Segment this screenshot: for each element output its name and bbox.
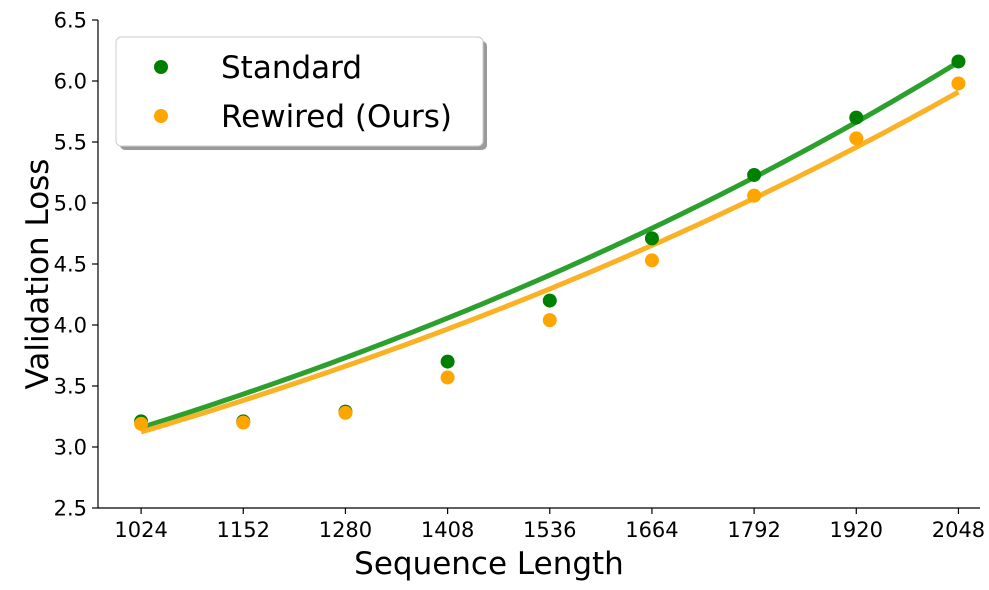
data-point-series-1 xyxy=(338,405,353,420)
x-tick-label: 1280 xyxy=(319,518,372,542)
x-tick-label: 1920 xyxy=(830,518,883,542)
data-point-series-1 xyxy=(849,131,864,146)
x-tick-label: 2048 xyxy=(932,518,985,542)
legend-label-series-0: Standard xyxy=(221,50,362,86)
x-axis-label: Sequence Length xyxy=(354,546,624,582)
y-tick-label: 2.5 xyxy=(54,497,87,521)
y-tick-label: 6.0 xyxy=(54,70,87,94)
y-ticks: 2.5 3.0 3.5 4.0 4.5 5.0 5.5 6.0 6.5 xyxy=(54,9,98,521)
legend-label-series-1: Rewired (Ours) xyxy=(221,99,452,135)
data-point-series-0 xyxy=(951,54,966,69)
legend: Standard Rewired (Ours) xyxy=(115,36,487,150)
legend-marker-series-0 xyxy=(154,60,168,74)
y-tick-label: 5.5 xyxy=(54,131,87,155)
data-point-series-1 xyxy=(542,313,557,328)
x-tick-label: 1792 xyxy=(727,518,780,542)
data-point-series-1 xyxy=(951,76,966,91)
legend-marker-series-1 xyxy=(154,109,168,123)
x-tick-label: 1408 xyxy=(421,518,474,542)
y-tick-label: 3.5 xyxy=(54,375,87,399)
data-point-series-0 xyxy=(644,231,659,246)
fit-line-series-1 xyxy=(140,89,960,435)
plot-area xyxy=(134,54,966,435)
fit-line-series-0 xyxy=(140,59,960,431)
y-tick-label: 6.5 xyxy=(54,9,87,33)
data-point-series-1 xyxy=(747,188,762,203)
y-tick-label: 5.0 xyxy=(54,192,87,216)
data-point-series-0 xyxy=(542,293,557,308)
y-tick-label: 3.0 xyxy=(54,436,87,460)
data-point-series-0 xyxy=(440,354,455,369)
data-point-series-0 xyxy=(849,110,864,125)
y-axis-label: Validation Loss xyxy=(20,159,56,390)
data-point-series-1 xyxy=(644,253,659,268)
x-tick-label: 1024 xyxy=(114,518,167,542)
x-tick-label: 1152 xyxy=(217,518,270,542)
y-tick-label: 4.0 xyxy=(54,314,87,338)
y-tick-label: 4.5 xyxy=(54,253,87,277)
x-tick-label: 1536 xyxy=(523,518,576,542)
data-point-series-1 xyxy=(134,416,149,431)
x-tick-label: 1664 xyxy=(625,518,678,542)
data-point-series-1 xyxy=(236,415,251,430)
legend-box xyxy=(115,36,484,147)
data-point-series-0 xyxy=(747,167,762,182)
x-ticks: 1024 1152 1280 1408 1536 1664 1792 1920 2048 xyxy=(114,508,985,542)
data-point-series-1 xyxy=(440,370,455,385)
